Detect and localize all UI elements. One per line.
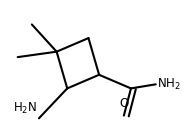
Text: O: O [119,97,129,110]
Text: H$_2$N: H$_2$N [13,101,37,116]
Text: NH$_2$: NH$_2$ [157,77,181,92]
